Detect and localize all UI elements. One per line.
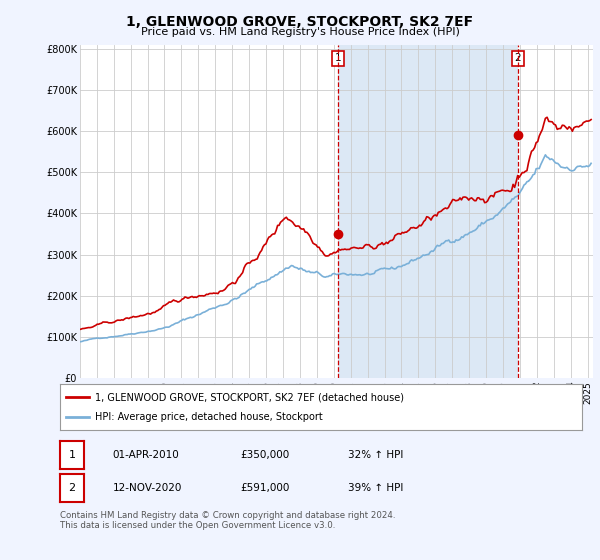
Text: 39% ↑ HPI: 39% ↑ HPI (348, 483, 403, 493)
Text: Price paid vs. HM Land Registry's House Price Index (HPI): Price paid vs. HM Land Registry's House … (140, 27, 460, 37)
Text: 1: 1 (68, 450, 76, 460)
Text: 1, GLENWOOD GROVE, STOCKPORT, SK2 7EF (detached house): 1, GLENWOOD GROVE, STOCKPORT, SK2 7EF (d… (95, 392, 404, 402)
Text: 2: 2 (68, 483, 76, 493)
Text: 32% ↑ HPI: 32% ↑ HPI (348, 450, 403, 460)
Text: £350,000: £350,000 (240, 450, 289, 460)
Text: 12-NOV-2020: 12-NOV-2020 (113, 483, 182, 493)
Text: 01-APR-2010: 01-APR-2010 (113, 450, 179, 460)
Text: 1, GLENWOOD GROVE, STOCKPORT, SK2 7EF: 1, GLENWOOD GROVE, STOCKPORT, SK2 7EF (127, 15, 473, 29)
Text: Contains HM Land Registry data © Crown copyright and database right 2024.
This d: Contains HM Land Registry data © Crown c… (60, 511, 395, 530)
Text: £591,000: £591,000 (240, 483, 289, 493)
Bar (338, 45, 518, 378)
Text: HPI: Average price, detached house, Stockport: HPI: Average price, detached house, Stoc… (95, 412, 323, 422)
Text: 2: 2 (514, 53, 521, 63)
Text: 1: 1 (335, 53, 341, 63)
